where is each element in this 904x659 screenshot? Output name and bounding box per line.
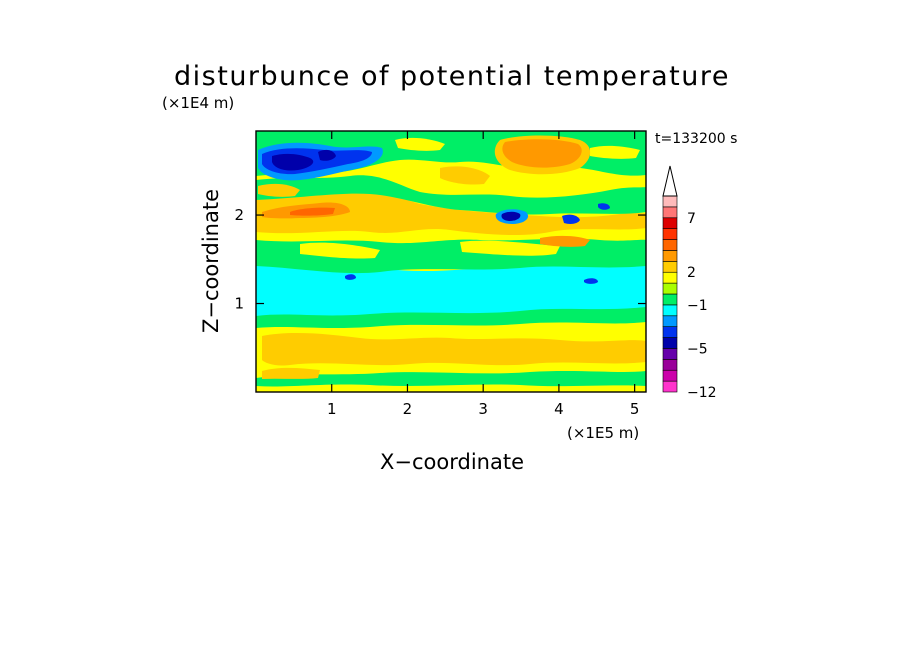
field-patch <box>272 153 314 171</box>
colorbar-label: 2 <box>687 265 696 281</box>
field-patch <box>460 240 560 256</box>
colorbar-extend-arrow <box>662 165 678 197</box>
colorbar-swatch <box>662 195 678 208</box>
colorbar-swatch <box>662 271 678 284</box>
field-patch <box>300 242 380 259</box>
field-patch <box>562 214 580 224</box>
field-patch <box>584 278 598 284</box>
colorbar-swatch <box>662 380 678 393</box>
field-patch <box>290 207 335 216</box>
field-patch <box>318 149 336 161</box>
y-axis: 12 <box>234 206 646 313</box>
x-tick-label: 3 <box>478 400 488 418</box>
field-patch <box>262 367 320 379</box>
colorbar-swatch <box>662 206 678 219</box>
field-patch <box>501 211 521 221</box>
field-patch <box>395 137 445 151</box>
field-patch <box>345 274 356 280</box>
field-band <box>256 371 646 387</box>
colorbar-swatch <box>662 369 678 382</box>
colorbar-swatch <box>662 304 678 317</box>
y-tick-label: 2 <box>234 206 244 224</box>
time-label: t=133200 s <box>655 131 737 147</box>
colorbar-swatch <box>662 228 678 240</box>
x-tick-label: 2 <box>403 400 413 418</box>
field-patch <box>590 145 640 159</box>
colorbar-swatch <box>662 261 678 273</box>
colorbar-swatch <box>662 337 678 349</box>
field-band <box>256 191 646 236</box>
field-patch <box>540 235 590 247</box>
colorbar-label: −1 <box>687 298 708 314</box>
contour-field <box>256 131 646 392</box>
x-axis: 1 2 3 4 5 <box>327 131 639 418</box>
colorbar-swatch <box>662 315 678 327</box>
colorbar-swatch <box>662 282 678 295</box>
chart-title: disturbunce of potential temperature <box>174 61 730 92</box>
plot-frame <box>255 130 647 393</box>
field-patch <box>598 203 610 210</box>
x-tick-label: 4 <box>554 400 564 418</box>
colorbar-swatch <box>662 359 678 371</box>
colorbar-swatch <box>662 326 678 338</box>
colorbar-label: −5 <box>687 341 708 357</box>
y-scale-label: (×1E4 m) <box>162 94 234 112</box>
colorbar-swatch <box>662 239 678 251</box>
y-axis-title: Z−coordinate <box>199 189 223 333</box>
colorbar-swatch <box>662 250 678 262</box>
y-tick-label: 1 <box>234 295 244 313</box>
x-scale-label: (×1E5 m) <box>567 424 639 442</box>
colorbar-label: −12 <box>687 385 717 401</box>
x-tick-label: 1 <box>327 400 337 418</box>
field-patch <box>262 332 646 366</box>
field-band <box>256 175 646 215</box>
field-patch <box>258 183 300 197</box>
colorbar-label: 7 <box>687 211 696 227</box>
x-tick-label: 5 <box>630 400 640 418</box>
colorbar-swatch <box>662 293 678 306</box>
colorbar: 7 2 −1 −5 −12 <box>662 165 717 401</box>
field-patch <box>502 139 582 168</box>
field-patch <box>440 166 490 185</box>
colorbar-swatch <box>662 348 678 360</box>
colorbar-swatch <box>662 217 678 229</box>
x-axis-title: X−coordinate <box>380 450 524 474</box>
